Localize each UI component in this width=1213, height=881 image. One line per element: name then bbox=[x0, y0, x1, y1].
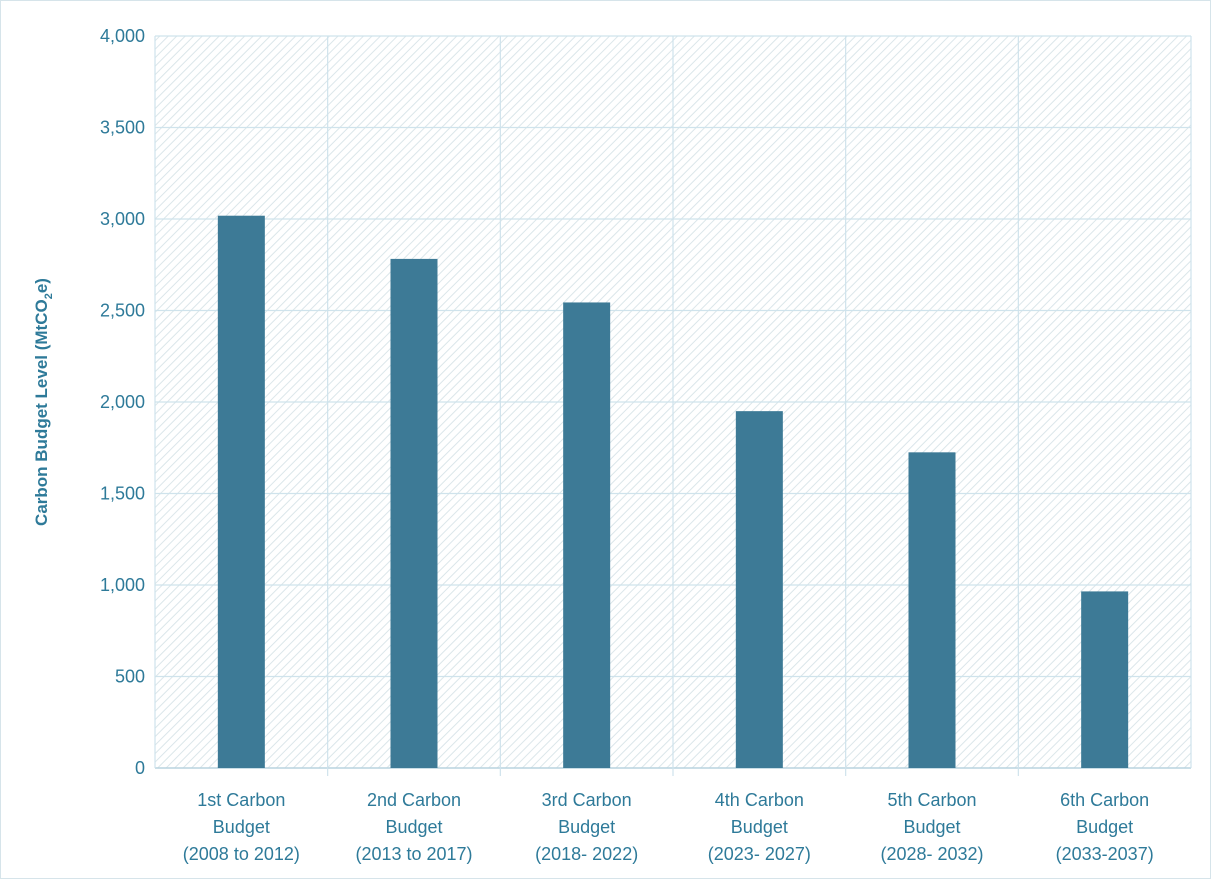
x-tick-label-line: (2018- 2022) bbox=[535, 844, 638, 864]
x-tick-label-line: 6th Carbon bbox=[1060, 790, 1149, 810]
y-tick-label: 500 bbox=[115, 667, 145, 687]
x-tick-label-line: Budget bbox=[731, 817, 788, 837]
x-tick-label: 3rd Carbon Budget (2018- 2022) bbox=[535, 790, 638, 864]
x-tick-label-line: (2013 to 2017) bbox=[355, 844, 472, 864]
x-tick-label-line: Budget bbox=[1076, 817, 1133, 837]
x-tick-label-line: Budget bbox=[213, 817, 270, 837]
x-tick-label-line: 5th Carbon bbox=[887, 790, 976, 810]
y-tick-label: 1,500 bbox=[100, 484, 145, 504]
x-tick-label: 6th Carbon Budget (2033-2037) bbox=[1056, 790, 1154, 864]
x-tick-label-line: 3rd Carbon bbox=[542, 790, 632, 810]
bar bbox=[908, 452, 956, 768]
x-axis-ticks: 1st Carbon Budget (2008 to 2012) 2nd Carbon… bbox=[183, 790, 1154, 864]
x-tick-label-line: 4th Carbon bbox=[715, 790, 804, 810]
y-axis-title-main: Carbon Budget Level (MtCO bbox=[32, 299, 51, 526]
y-tick-label: 3,000 bbox=[100, 209, 145, 229]
y-axis-title-subscript: 2 bbox=[43, 293, 55, 299]
y-tick-label: 0 bbox=[135, 758, 145, 778]
x-tick-label: 2nd Carbon Budget (2013 to 2017) bbox=[355, 790, 472, 864]
bar bbox=[390, 258, 438, 768]
y-tick-label: 2,000 bbox=[100, 392, 145, 412]
gridlines bbox=[154, 35, 1192, 776]
x-tick-label: 4th Carbon Budget (2023- 2027) bbox=[708, 790, 811, 864]
x-tick-label-line: (2023- 2027) bbox=[708, 844, 811, 864]
x-tick-label-line: (2028- 2032) bbox=[880, 844, 983, 864]
x-tick-label-line: (2008 to 2012) bbox=[183, 844, 300, 864]
y-axis-title: Carbon Budget Level (MtCO2e) bbox=[32, 278, 55, 526]
x-tick-label-line: Budget bbox=[558, 817, 615, 837]
x-tick-label-line: Budget bbox=[903, 817, 960, 837]
y-tick-label: 2,500 bbox=[100, 301, 145, 321]
x-tick-label-line: (2033-2037) bbox=[1056, 844, 1154, 864]
x-tick-label: 5th Carbon Budget (2028- 2032) bbox=[880, 790, 983, 864]
bar bbox=[563, 302, 611, 768]
bar bbox=[217, 215, 265, 768]
x-tick-label-line: 1st Carbon bbox=[197, 790, 285, 810]
y-axis-ticks: 0 500 1,000 1,500 2,000 2,500 3,000 3,500 4,000 bbox=[100, 26, 145, 778]
bars bbox=[217, 215, 1129, 768]
bar bbox=[1081, 591, 1129, 768]
y-axis-title-suffix: e) bbox=[32, 278, 51, 293]
x-tick-label-line: 2nd Carbon bbox=[367, 790, 461, 810]
x-tick-label: 1st Carbon Budget (2008 to 2012) bbox=[183, 790, 300, 864]
y-tick-label: 3,500 bbox=[100, 118, 145, 138]
y-tick-label: 4,000 bbox=[100, 26, 145, 46]
bar bbox=[735, 411, 783, 768]
y-tick-label: 1,000 bbox=[100, 575, 145, 595]
x-tick-label-line: Budget bbox=[385, 817, 442, 837]
